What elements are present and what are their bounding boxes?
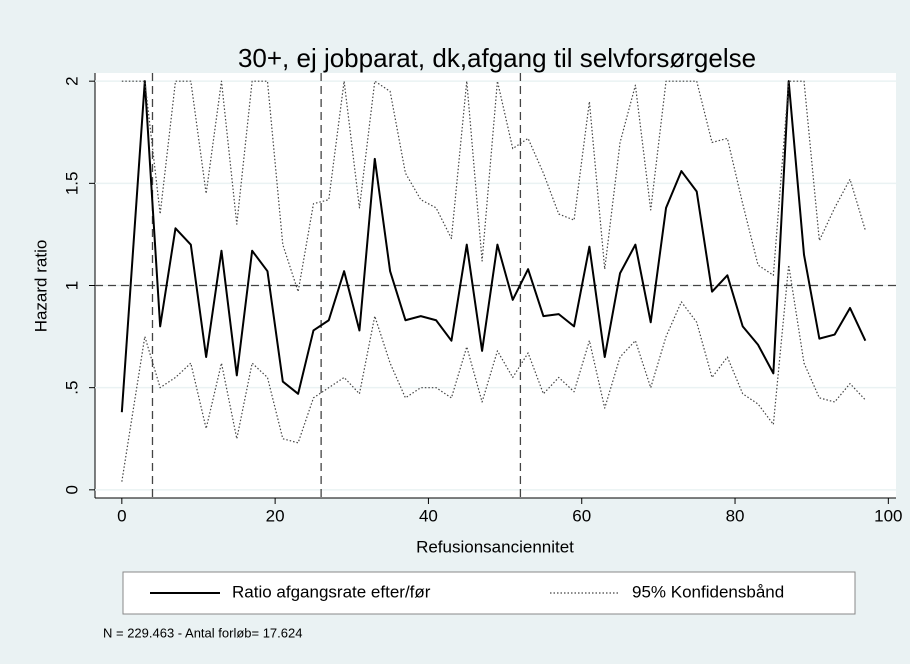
note: N = 229.463 - Antal forløb= 17.624 — [103, 625, 302, 640]
x-tick-label: 80 — [726, 506, 745, 525]
legend-label: 95% Konfidensbånd — [632, 582, 784, 601]
x-tick-label: 20 — [266, 506, 285, 525]
x-tick-label: 0 — [117, 506, 126, 525]
legend-label: Ratio afgangsrate efter/før — [232, 582, 431, 601]
series-line — [121, 264, 866, 482]
x-tick-label: 40 — [419, 506, 438, 525]
y-tick-label: 0 — [62, 485, 81, 494]
chart-title: 30+, ej jobparat, dk,afgang til selvfors… — [238, 43, 756, 73]
series-line — [121, 80, 866, 293]
y-tick-label: 1.5 — [62, 172, 81, 196]
y-tick-label: 1 — [62, 281, 81, 290]
y-axis-label: Hazard ratio — [31, 240, 50, 333]
legend-box — [122, 571, 856, 615]
x-tick-label: 60 — [572, 506, 591, 525]
y-tick-label: 2 — [62, 76, 81, 85]
x-tick-label: 100 — [874, 506, 902, 525]
series-line — [120, 80, 867, 413]
x-axis-label: Refusionsanciennitet — [416, 537, 574, 556]
y-tick-label: .5 — [62, 381, 81, 395]
